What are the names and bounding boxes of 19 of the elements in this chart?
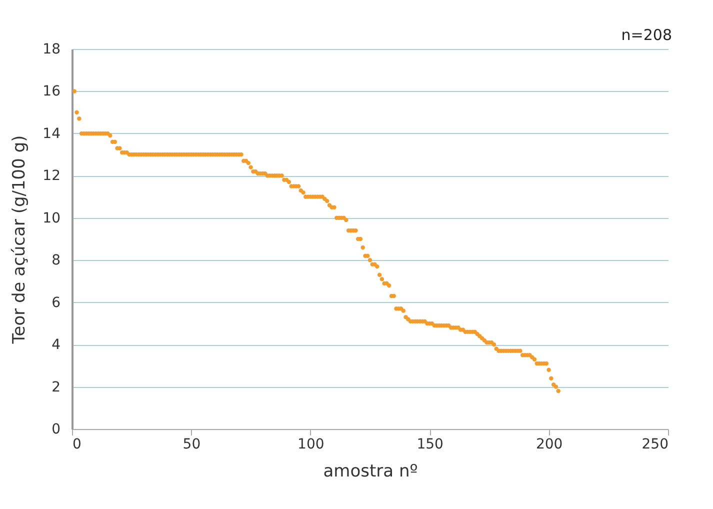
y-tick-label: 2 bbox=[52, 379, 60, 396]
y-tick-label: 6 bbox=[52, 294, 61, 311]
y-tick-label: 16 bbox=[42, 84, 61, 100]
x-tick-label: 200 bbox=[536, 436, 563, 452]
y-tick-label: 10 bbox=[42, 210, 60, 226]
y-tick-label: 8 bbox=[52, 252, 60, 269]
y-tick-label: 14 bbox=[42, 126, 61, 142]
y-tick-label: 12 bbox=[42, 168, 60, 184]
x-tick-label: 100 bbox=[298, 436, 324, 452]
x-tick-label: 50 bbox=[182, 436, 201, 452]
x-tick-label: 0 bbox=[72, 436, 82, 452]
y-tick-label: 18 bbox=[42, 42, 60, 58]
x-tick-label: 250 bbox=[642, 436, 668, 452]
y-tick-label: 4 bbox=[52, 337, 61, 354]
y-tick-label: 0 bbox=[52, 422, 60, 438]
x-axis-title: amostra nº bbox=[323, 462, 418, 482]
x-tick-label: 150 bbox=[416, 436, 444, 452]
text: n=208 bbox=[621, 26, 672, 44]
y-axis-title: Teor de açúcar (g/100 g) bbox=[10, 135, 30, 345]
